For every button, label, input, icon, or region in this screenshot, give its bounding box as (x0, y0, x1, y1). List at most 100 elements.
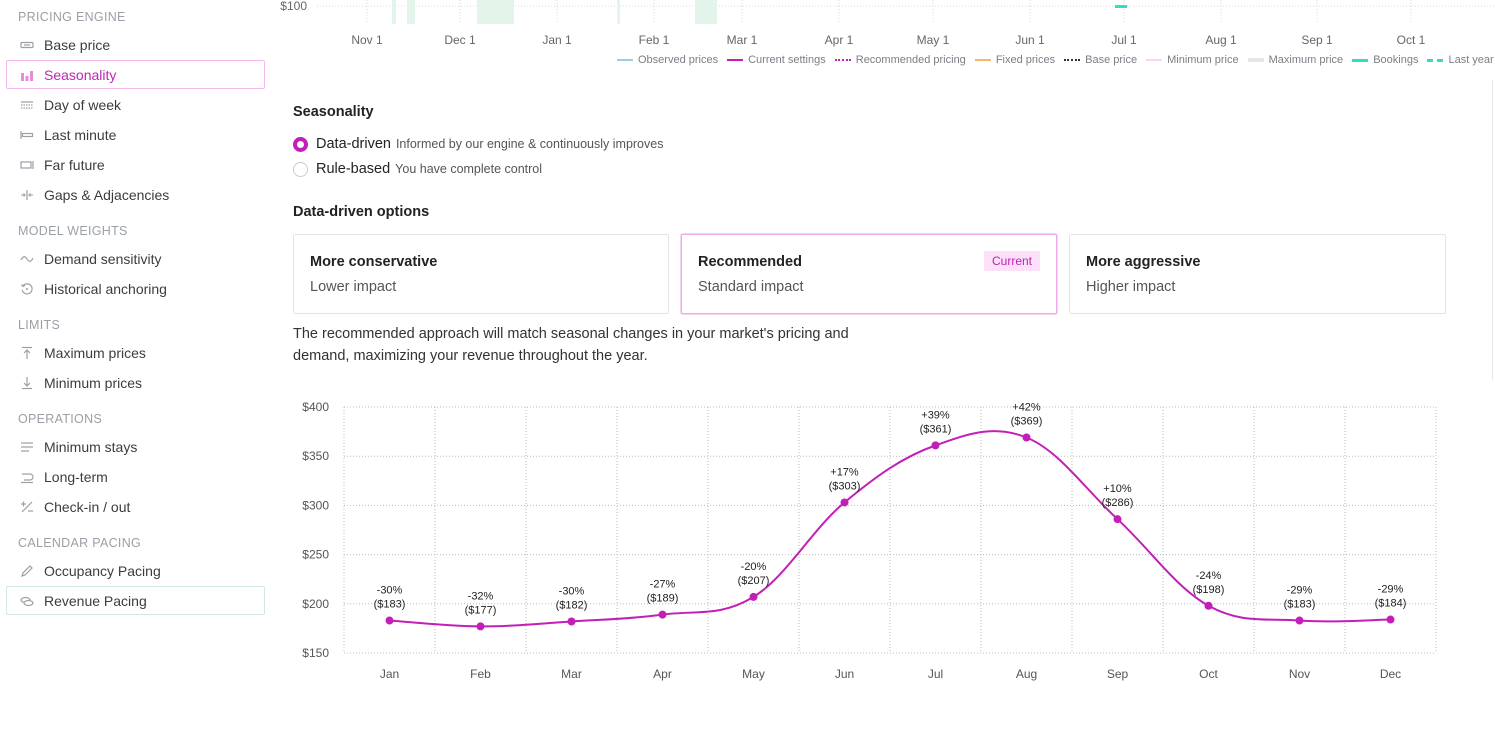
y-tick-label: $350 (302, 449, 329, 463)
top-chart-x-tick: Feb 1 (639, 33, 670, 47)
data-label-percent: -29% (1287, 585, 1313, 597)
y-tick-label: $400 (302, 400, 329, 414)
data-point (476, 622, 485, 631)
y-tick-label: $200 (302, 597, 329, 611)
legend-item-observed-prices[interactable]: Observed prices (617, 54, 718, 66)
lines-icon (19, 439, 35, 455)
sidebar-item-check-in-out[interactable]: Check-in / out (6, 492, 265, 521)
top-chart-x-tick: Jun 1 (1015, 33, 1045, 47)
option-card-more-aggressive[interactable]: More aggressive Higher impact (1069, 234, 1446, 314)
wave-icon (19, 251, 35, 267)
option-card-more-conservative[interactable]: More conservative Lower impact (293, 234, 669, 314)
legend-swatch (617, 59, 633, 61)
x-tick-label: Sep (1107, 667, 1129, 681)
sidebar-item-label: Base price (44, 36, 111, 53)
sidebar-item-minimum-stays[interactable]: Minimum stays (6, 432, 265, 461)
bar-chart-icon (19, 67, 35, 83)
data-point (385, 616, 394, 625)
option-card-recommended[interactable]: Recommended Standard impact Current (681, 234, 1057, 314)
top-chart-legend: Observed prices Current settings Recomme… (617, 54, 1495, 66)
legend-swatch (727, 59, 744, 61)
sidebar-item-far-future[interactable]: Far future (6, 150, 265, 179)
section-title-model-weights: MODEL WEIGHTS (18, 224, 128, 238)
sidebar-item-day-of-week[interactable]: Day of week (6, 90, 265, 119)
data-point (1204, 601, 1213, 610)
legend-item-current-settings[interactable]: Current settings (727, 54, 826, 66)
data-label-percent: -30% (377, 585, 403, 597)
x-tick-label: Aug (1016, 667, 1037, 681)
section-title-limits: LIMITS (18, 318, 61, 332)
top-chart-x-tick: Nov 1 (351, 33, 383, 47)
x-tick-label: Oct (1199, 667, 1218, 681)
vertical-divider (1492, 80, 1493, 380)
top-chart-y-tick: $100 (280, 0, 307, 13)
legend-label: Current settings (748, 54, 826, 66)
legend-swatch (974, 59, 991, 61)
radio-label: Rule-based (316, 161, 391, 177)
checkin-icon (19, 499, 35, 515)
radio-rule-based[interactable]: Rule-based You have complete control (293, 161, 542, 177)
sidebar-item-long-term[interactable]: Long-term (6, 462, 265, 491)
data-label-percent: +10% (1103, 483, 1132, 495)
sidebar-item-seasonality[interactable]: Seasonality (6, 60, 265, 89)
sidebar-item-label: Minimum prices (44, 374, 143, 391)
top-chart-gridlines (317, 0, 1495, 24)
y-tick-label: $150 (302, 646, 329, 660)
sidebar-item-minimum-prices[interactable]: Minimum prices (6, 368, 265, 397)
legend-item-recommended-pricing[interactable]: Recommended pricing (834, 54, 966, 66)
top-chart-x-tick: Oct 1 (1397, 33, 1426, 47)
section-title-calendar-pacing: CALENDAR PACING (18, 536, 142, 550)
data-point (1022, 433, 1031, 442)
top-chart-x-tick: Apr 1 (825, 33, 854, 47)
data-label-percent: +17% (830, 466, 859, 478)
data-point (840, 498, 849, 507)
x-tick-label: May (742, 667, 765, 681)
legend-item-last-year-bookings[interactable]: Last year b (1427, 54, 1495, 66)
legend-item-fixed-prices[interactable]: Fixed prices (974, 54, 1056, 66)
legend-item-bookings[interactable]: Bookings (1352, 54, 1418, 66)
sidebar-item-label: Gaps & Adjacencies (44, 186, 170, 203)
sidebar-item-gaps-adjacencies[interactable]: Gaps & Adjacencies (6, 180, 265, 209)
gap-arrows-icon (19, 187, 35, 203)
legend-label: Fixed prices (995, 54, 1056, 66)
sidebar-item-label: Demand sensitivity (44, 250, 162, 267)
top-chart-x-tick: Jul 1 (1111, 33, 1137, 47)
radio-button[interactable] (293, 136, 308, 152)
x-tick-label: Jul (928, 667, 943, 681)
sidebar-item-demand-sensitivity[interactable]: Demand sensitivity (6, 244, 265, 273)
sidebar-item-revenue-pacing[interactable]: Revenue Pacing (6, 586, 265, 615)
legend-item-base-price[interactable]: Base price (1064, 54, 1137, 66)
sidebar-item-label: Historical anchoring (44, 280, 167, 297)
price-tag-icon (19, 37, 35, 53)
x-tick-label: Feb (470, 667, 491, 681)
data-label-price: ($183) (374, 599, 406, 611)
long-term-icon (19, 469, 35, 485)
legend-item-minimum-price[interactable]: Minimum price (1146, 54, 1239, 66)
section-title-pricing-engine: PRICING ENGINE (18, 10, 126, 24)
radio-data-driven[interactable]: Data-driven Informed by our engine & con… (293, 136, 663, 152)
data-point (1113, 515, 1122, 524)
top-chart-x-ticks: Nov 1 Dec 1 Jan 1 Feb 1 Mar 1 Apr 1 May … (351, 33, 1425, 47)
sidebar: PRICING ENGINE Base price Seasonality Da… (0, 0, 272, 737)
x-tick-label: Dec (1380, 667, 1401, 681)
top-chart-x-tick: Sep 1 (1301, 33, 1333, 47)
sidebar-item-maximum-prices[interactable]: Maximum prices (6, 338, 265, 367)
radio-button[interactable] (293, 161, 308, 177)
sidebar-item-base-price[interactable]: Base price (6, 30, 265, 59)
sidebar-item-last-minute[interactable]: Last minute (6, 120, 265, 149)
sidebar-item-label: Revenue Pacing (44, 592, 147, 609)
legend-item-maximum-price[interactable]: Maximum price (1247, 54, 1343, 66)
data-label-price: ($361) (920, 423, 952, 435)
arrow-down-limit-icon (19, 375, 35, 391)
radio-description: Informed by our engine & continuously im… (395, 137, 664, 151)
sidebar-item-occupancy-pacing[interactable]: Occupancy Pacing (6, 556, 265, 585)
sidebar-item-label: Day of week (44, 96, 122, 113)
legend-swatch (1064, 59, 1081, 61)
legend-label: Minimum price (1167, 54, 1239, 66)
timeline-long-icon (19, 157, 35, 173)
data-label-price: ($198) (1193, 584, 1225, 596)
top-chart-plot: $100 Nov 1 Dec 1 Jan 1 Feb 1 Mar 1 Apr 1… (280, 0, 1495, 47)
legend-swatch (834, 59, 851, 61)
sidebar-item-historical-anchoring[interactable]: Historical anchoring (6, 274, 265, 303)
sidebar-item-label: Maximum prices (44, 344, 146, 361)
